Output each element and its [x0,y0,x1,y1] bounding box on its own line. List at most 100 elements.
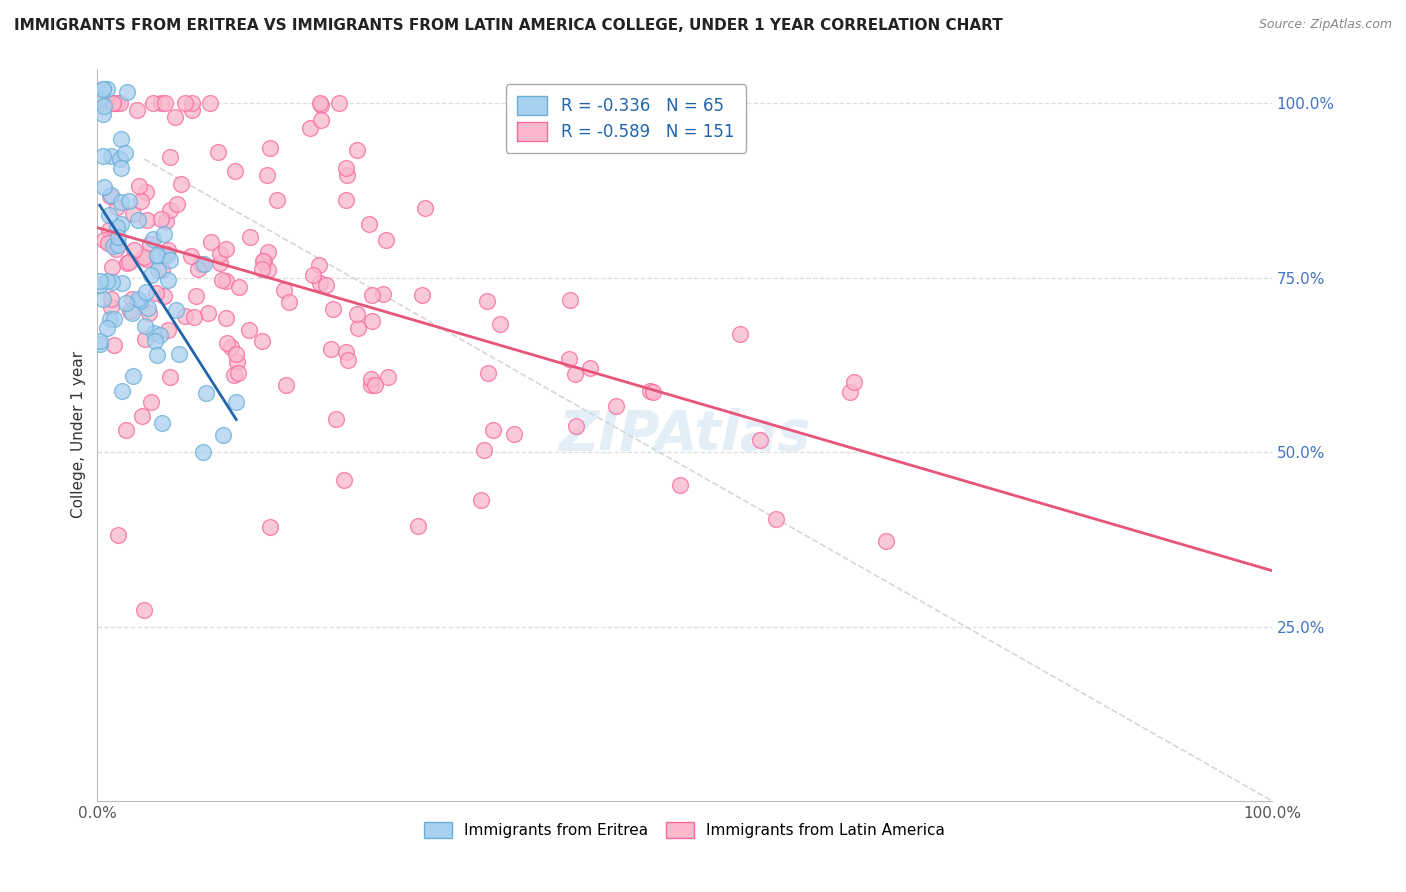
Point [134,332,156,346]
Point [96,274,118,288]
Point [150,212,173,227]
Point [266,193,288,207]
Point [166,197,188,211]
Point [143,334,166,348]
Point [364,378,387,392]
Point [122,244,145,258]
Point [165,303,187,318]
Point [259,141,281,155]
Point [191,445,214,459]
Point [163,110,186,124]
Point [93,233,115,247]
Point [470,493,492,508]
Point [159,369,181,384]
Point [336,168,359,182]
Point [212,428,235,442]
Point [411,288,433,302]
Point [638,384,661,398]
Point [135,285,157,299]
Point [253,254,276,268]
Point [96,82,118,96]
Point [361,288,384,302]
Point [110,131,132,145]
Point [107,528,129,542]
Point [276,378,298,392]
Point [169,347,191,361]
Point [150,417,173,431]
Point [335,161,357,175]
Point [728,327,751,342]
Point [252,253,274,268]
Point [413,201,436,215]
Point [98,312,121,326]
Point [159,252,181,267]
Point [91,82,114,96]
Point [193,257,215,271]
Point [225,347,247,361]
Point [187,262,209,277]
Point [142,96,165,111]
Point [155,214,177,228]
Point [134,318,156,333]
Point [250,334,273,349]
Point [308,276,330,290]
Point [128,179,150,194]
Point [121,292,143,306]
Point [107,219,129,234]
Point [139,268,162,283]
Text: IMMIGRANTS FROM ERITREA VS IMMIGRANTS FROM LATIN AMERICA COLLEGE, UNDER 1 YEAR C: IMMIGRANTS FROM ERITREA VS IMMIGRANTS FR… [14,18,1002,33]
Point [215,273,238,287]
Point [309,96,332,111]
Point [101,260,124,275]
Point [100,292,122,306]
Point [110,217,132,231]
Point [127,213,149,227]
Point [108,96,131,111]
Point [97,223,120,237]
Point [181,103,204,118]
Point [183,310,205,324]
Point [146,263,169,277]
Point [472,442,495,457]
Point [103,311,125,326]
Point [211,273,233,287]
Point [100,187,122,202]
Point [89,93,111,107]
Point [138,306,160,320]
Point [89,278,111,293]
Point [225,395,247,409]
Point [219,340,242,354]
Point [107,230,129,244]
Point [190,257,212,271]
Point [118,194,141,208]
Point [481,423,503,437]
Point [335,193,357,207]
Point [127,292,149,306]
Point [146,249,169,263]
Point [97,235,120,250]
Point [149,96,172,111]
Point [91,82,114,96]
Point [325,411,347,425]
Point [135,186,157,200]
Point [359,217,381,231]
Point [114,423,136,437]
Point [842,375,865,389]
Point [558,293,581,307]
Point [226,355,249,369]
Point [103,96,125,111]
Point [557,351,579,366]
Point [239,229,262,244]
Point [315,278,337,293]
Point [377,369,399,384]
Point [145,286,167,301]
Point [104,242,127,256]
Point [98,189,121,203]
Point [273,283,295,297]
Point [103,338,125,352]
Legend: Immigrants from Eritrea, Immigrants from Latin America: Immigrants from Eritrea, Immigrants from… [418,816,950,845]
Point [502,426,524,441]
Point [115,256,138,270]
Point [238,323,260,337]
Point [121,306,143,320]
